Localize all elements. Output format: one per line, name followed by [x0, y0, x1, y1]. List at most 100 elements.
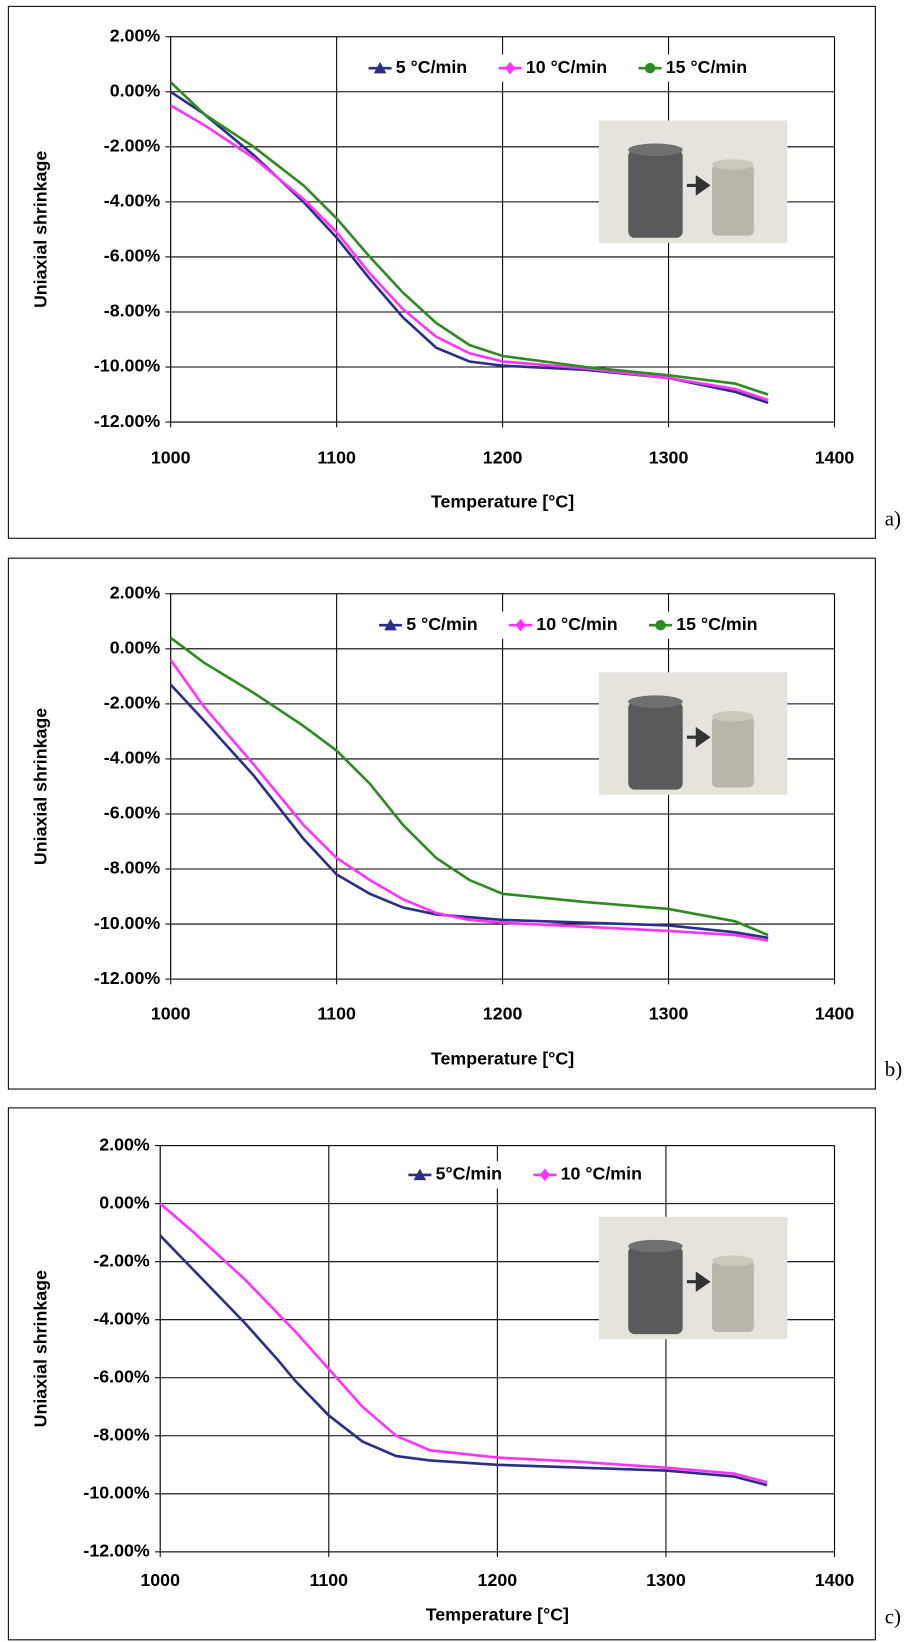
y-tick-label: -2.00%: [104, 693, 161, 713]
x-tick-label: 1400: [815, 1003, 855, 1023]
y-tick-label: -8.00%: [104, 858, 161, 878]
photo-arrow: [686, 726, 711, 748]
legend-label: 10 °C/min: [526, 57, 607, 77]
y-axis-label: Uniaxial shrinkage: [31, 151, 51, 308]
y-tick-label: 2.00%: [110, 25, 161, 45]
panel-label: b): [885, 1057, 902, 1081]
series-line: [159, 1202, 768, 1484]
photo-arrow: [686, 175, 711, 196]
legend-background: [358, 54, 769, 82]
photo-green-sample: [628, 1246, 683, 1335]
y-tick-label: -6.00%: [104, 246, 161, 266]
x-tick-label: 1100: [317, 1003, 356, 1023]
y-tick-label: -10.00%: [83, 1483, 149, 1503]
chart-panel: -12.00% -10.00% -8.00% -6.00% -4.00% -2.00% 0.…: [7, 557, 902, 1090]
panel-label: a): [885, 506, 901, 530]
photo-sintered-sample: [712, 716, 754, 788]
legend-label: 10 °C/min: [561, 1164, 642, 1184]
x-tick-label: 1200: [483, 1003, 523, 1023]
legend-marker: [655, 619, 666, 631]
series-line: [169, 81, 769, 396]
photo-green-sample: [628, 149, 683, 238]
photo-green-top: [628, 695, 683, 708]
legend: 5°C/min 10 °C/min: [397, 1161, 663, 1189]
x-axis-label: Temperature [°C]: [431, 1048, 574, 1068]
x-axis-label: Temperature [°C]: [431, 491, 574, 511]
y-axis-label: Uniaxial shrinkage: [31, 708, 51, 865]
legend-marker: [384, 618, 397, 631]
legend-label: 15 °C/min: [676, 614, 757, 634]
y-axis-label: Uniaxial shrinkage: [31, 1270, 51, 1427]
photo-sintered-top: [712, 1255, 754, 1267]
series-line: [169, 659, 769, 942]
x-tick-label: 1000: [140, 1570, 180, 1590]
legend-label: 5 °C/min: [396, 57, 467, 77]
y-tick-label: -2.00%: [104, 136, 161, 156]
y-tick-label: -4.00%: [93, 1308, 150, 1328]
photo-green-top: [628, 143, 683, 157]
legend-marker: [515, 618, 526, 632]
series-line: [159, 1234, 768, 1487]
series-line: [169, 636, 769, 937]
y-tick-label: -10.00%: [94, 356, 160, 376]
legend: 5 °C/min 10 °C/min 15 °C/min: [358, 54, 769, 82]
photo-sintered-top: [712, 159, 754, 170]
photo-sintered-top: [712, 711, 754, 722]
y-tick-label: 0.00%: [110, 80, 161, 100]
legend-marker: [644, 62, 656, 74]
legend-label: 10 °C/min: [536, 614, 617, 634]
y-tick-label: -8.00%: [93, 1424, 150, 1444]
x-tick-label: 1300: [649, 1003, 689, 1023]
legend-label: 15 °C/min: [666, 57, 747, 77]
x-tick-label: 1400: [815, 1570, 855, 1590]
panel-frame: [7, 5, 876, 539]
y-tick-label: -6.00%: [104, 803, 161, 823]
y-tick-label: 0.00%: [110, 638, 161, 658]
inset-photo: [598, 672, 788, 795]
photo-arrow: [686, 1271, 711, 1293]
legend: 5 °C/min 10 °C/min 15 °C/min: [368, 611, 779, 639]
panel-label: c): [885, 1605, 901, 1629]
panel-frame: [7, 557, 876, 1090]
x-tick-label: 1000: [151, 1003, 191, 1023]
legend-marker: [413, 1168, 427, 1181]
photo-sintered-sample: [712, 1260, 754, 1332]
legend-label: 5 °C/min: [406, 614, 477, 634]
y-tick-label: -8.00%: [104, 301, 161, 321]
y-tick-label: -4.00%: [104, 191, 161, 211]
legend-marker: [504, 61, 516, 75]
x-tick-label: 1200: [483, 447, 523, 467]
legend-label: 5°C/min: [436, 1164, 502, 1184]
inset-photo: [598, 1216, 788, 1340]
legend-marker: [373, 61, 387, 74]
y-tick-label: -12.00%: [94, 411, 160, 431]
series-line: [169, 683, 769, 940]
photo-green-sample: [628, 701, 683, 790]
x-tick-label: 1000: [151, 447, 191, 467]
x-tick-label: 1200: [478, 1570, 518, 1590]
panel-frame: [7, 1107, 876, 1641]
inset-photo: [598, 120, 788, 244]
y-tick-label: 2.00%: [99, 1134, 150, 1154]
chart-panel: -12.00% -10.00% -8.00% -6.00% -4.00% -2.00% 0.…: [7, 5, 901, 539]
x-tick-label: 1100: [309, 1570, 348, 1590]
x-tick-label: 1400: [815, 447, 855, 467]
series-line: [170, 104, 769, 402]
y-tick-label: -4.00%: [104, 748, 161, 768]
y-tick-label: 2.00%: [110, 582, 161, 602]
y-tick-label: -6.00%: [93, 1366, 150, 1386]
x-tick-label: 1100: [317, 447, 356, 467]
photo-green-top: [628, 1239, 683, 1253]
x-tick-label: 1300: [649, 447, 689, 467]
y-tick-label: -12.00%: [94, 968, 160, 988]
legend-background: [368, 611, 779, 639]
y-tick-label: -12.00%: [83, 1541, 149, 1561]
y-tick-label: -2.00%: [93, 1250, 150, 1270]
chart-panel: -12.00% -10.00% -8.00% -6.00% -4.00% -2.00% 0.…: [7, 1107, 901, 1641]
legend-marker: [539, 1168, 551, 1182]
x-axis-label: Temperature [°C]: [426, 1604, 569, 1624]
legend-background: [397, 1161, 663, 1189]
photo-sintered-sample: [712, 164, 754, 236]
y-tick-label: 0.00%: [99, 1192, 150, 1212]
